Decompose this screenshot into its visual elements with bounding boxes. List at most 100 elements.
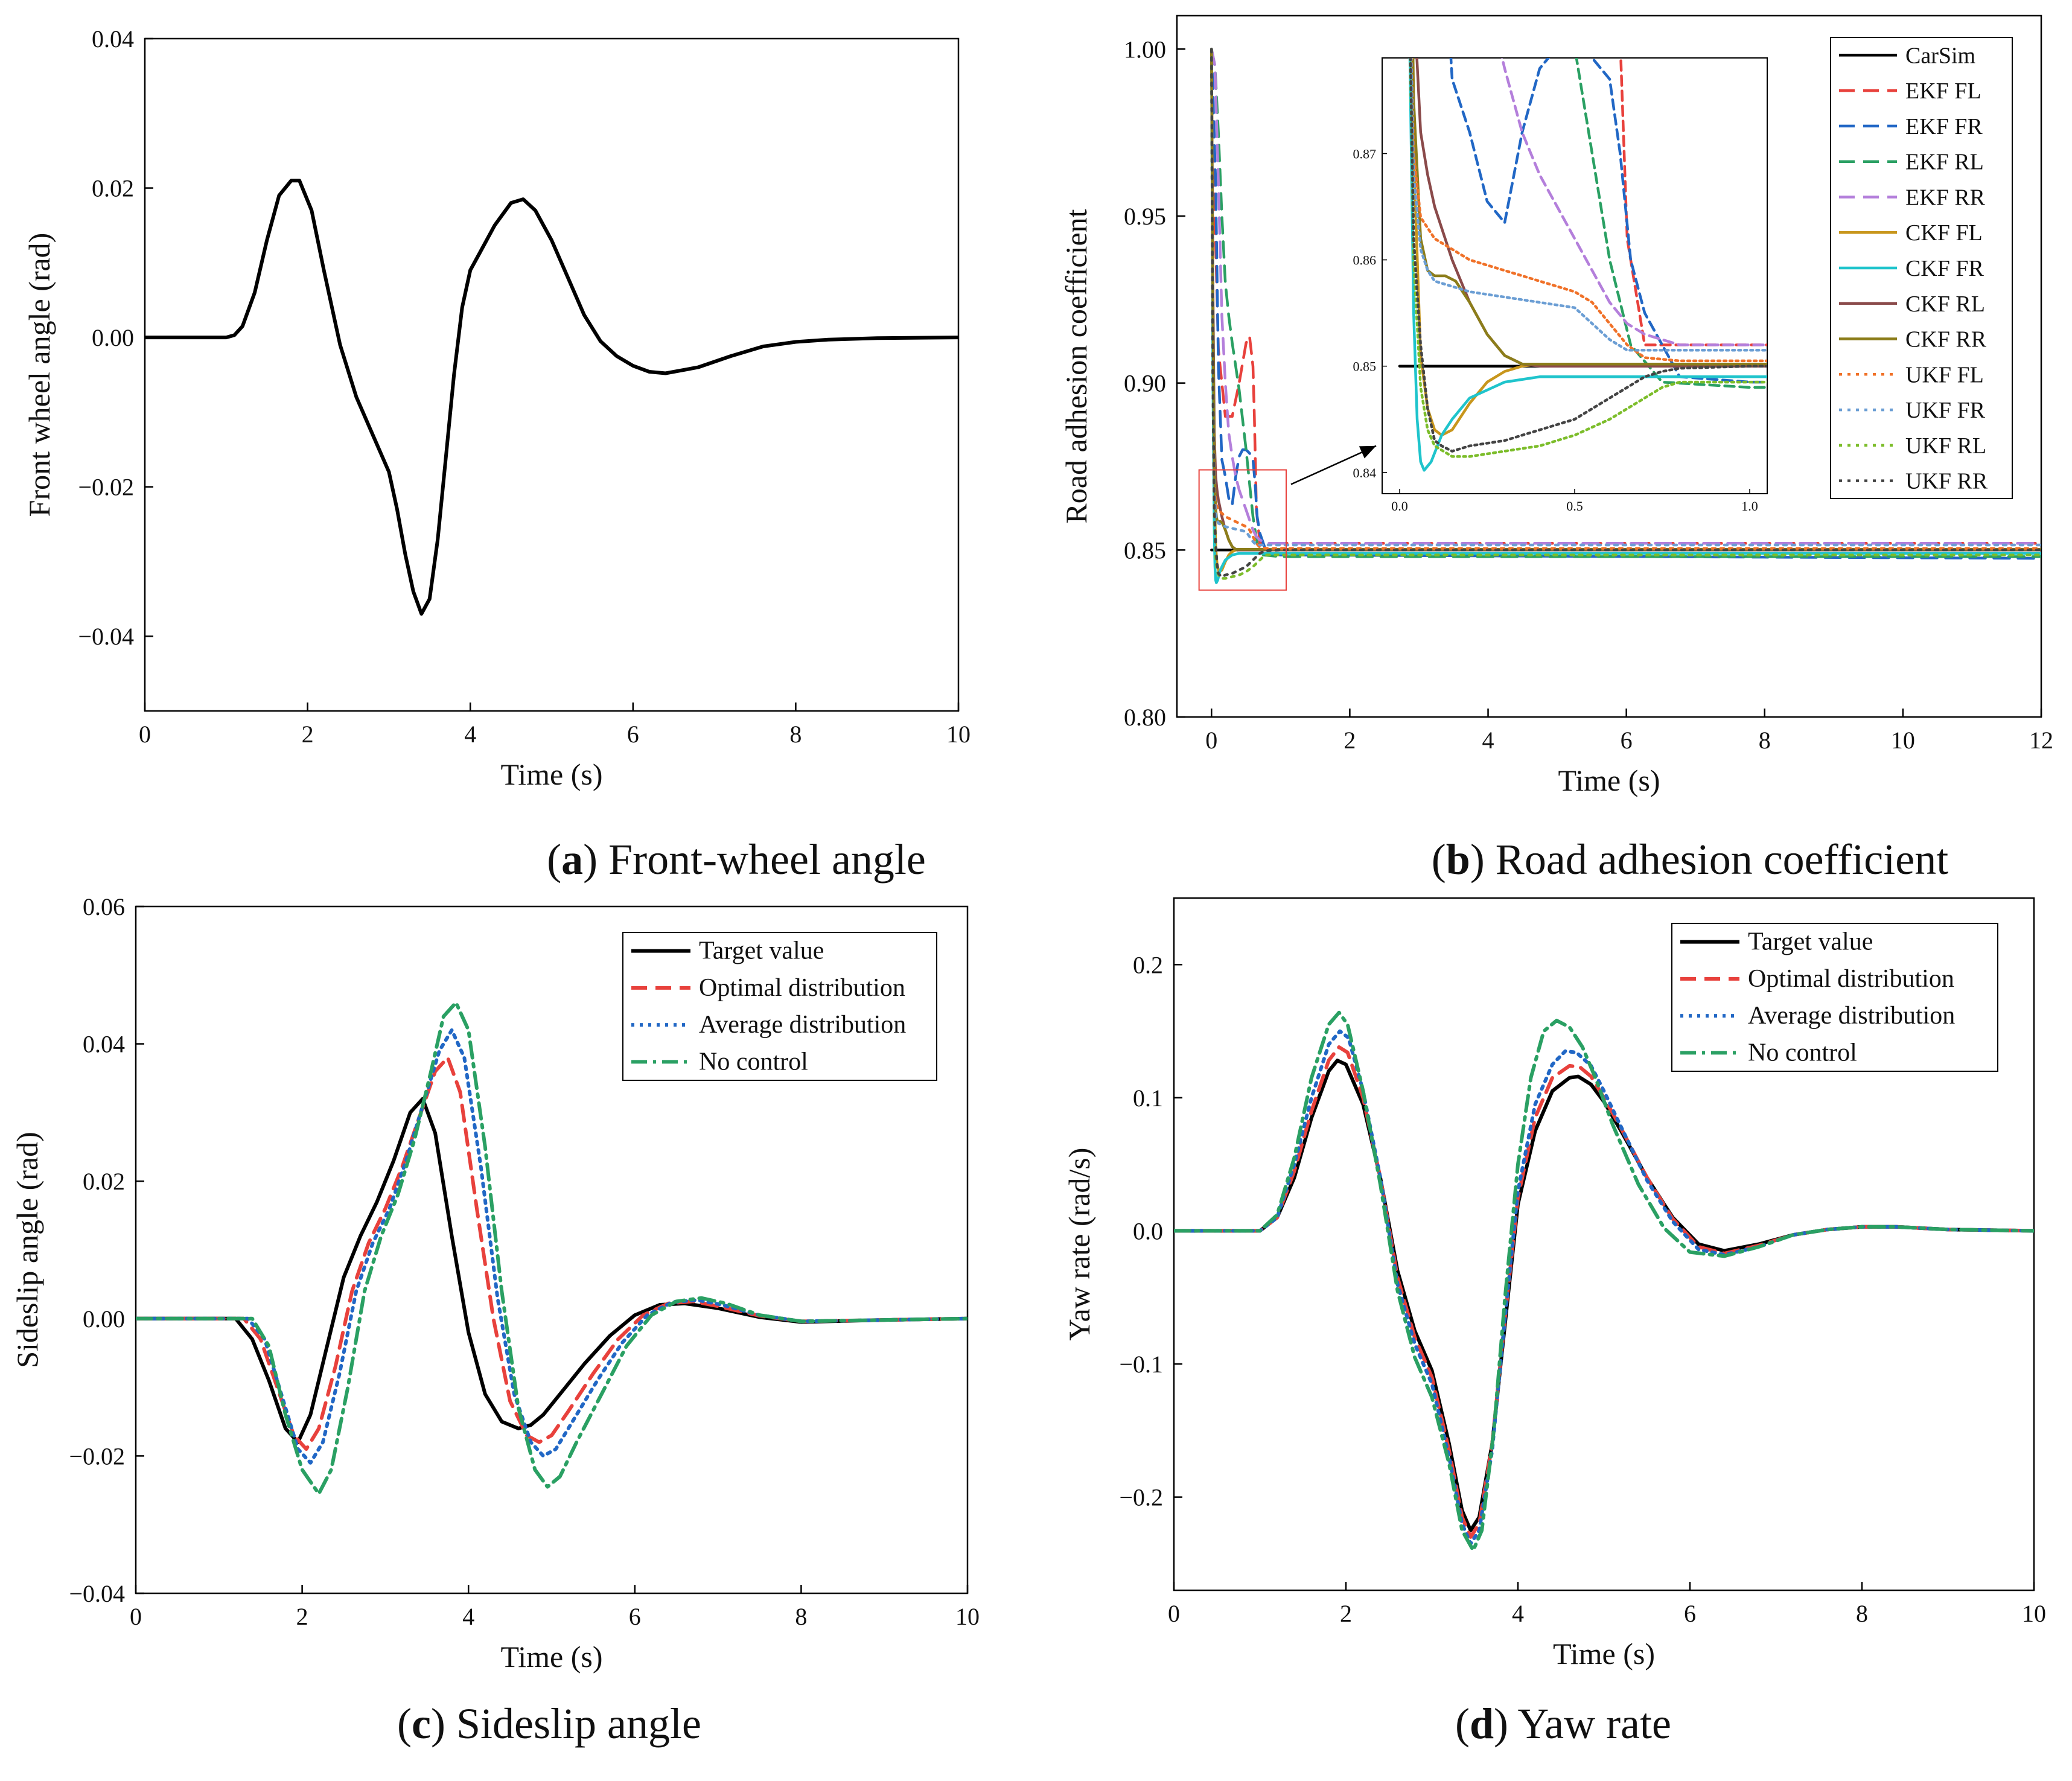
x-tick-label: 2	[296, 1603, 308, 1630]
legend: Target value Optimal distribution Average …	[622, 932, 937, 1081]
legend-entry: UKF RR	[1905, 469, 1988, 494]
legend-entry: Target value	[699, 937, 824, 965]
series-line	[1210, 48, 2041, 545]
series-line	[136, 1001, 967, 1496]
series-line	[145, 179, 958, 616]
x-tick-label: 6	[629, 1603, 641, 1630]
y-tick-label: 0.02	[92, 175, 134, 202]
y-tick-label: 0.0	[1133, 1217, 1163, 1244]
x-tick-label: 8	[789, 721, 802, 748]
x-tick-label: 0	[139, 721, 151, 748]
x-axis-label: Time (s)	[500, 1640, 602, 1674]
panel-caption: (a) Front-wheel angle	[547, 835, 926, 884]
plot-frame	[1173, 897, 2035, 1591]
series-line	[136, 1028, 967, 1465]
y-tick-label: −0.04	[78, 623, 134, 650]
y-axis-label: Front wheel angle (rad)	[22, 233, 56, 517]
x-tick-label: 0	[1205, 727, 1217, 754]
series-line	[1210, 48, 2041, 560]
legend-box	[622, 932, 937, 1081]
panel-caption: (d) Yaw rate	[1455, 1700, 1671, 1748]
legend-box	[1671, 923, 1998, 1072]
legend-entry: CKF FL	[1905, 220, 1983, 246]
x-tick-label: 4	[1512, 1600, 1524, 1627]
inset-series-line	[1409, 58, 1767, 453]
x-tick-label: 6	[1621, 727, 1633, 754]
inset-x-tick-label: 0.5	[1566, 499, 1583, 514]
x-tick-label: 10	[1891, 727, 1915, 754]
x-tick-label: 4	[464, 721, 476, 748]
legend-entry: CarSim	[1905, 43, 1975, 68]
plot-frame	[144, 37, 960, 712]
legend-entry: Average distribution	[699, 1011, 906, 1039]
legend-entry: UKF FL	[1905, 362, 1984, 387]
legend-entry: Average distribution	[1748, 1002, 1955, 1030]
inset-series-line	[1409, 58, 1767, 458]
series-group	[1174, 1010, 2034, 1552]
legend-entry: Optimal distribution	[1748, 965, 1954, 993]
panel-caption: (b) Road adhesion coefficient	[1432, 835, 1948, 884]
y-tick-label: −0.2	[1119, 1484, 1163, 1511]
zoom-arrow-head	[1359, 445, 1376, 459]
inset-series-line	[1449, 58, 1767, 384]
series-group	[136, 1001, 967, 1496]
inset-series-line	[1410, 58, 1767, 363]
x-tick-label: 12	[2029, 727, 2053, 754]
x-axis-label: Time (s)	[500, 757, 602, 791]
y-tick-label: −0.1	[1119, 1351, 1163, 1378]
x-tick-label: 8	[1759, 727, 1771, 754]
x-tick-label: 10	[955, 1603, 980, 1630]
series-line	[136, 1097, 967, 1444]
inset-y-tick-label: 0.85	[1353, 359, 1377, 374]
y-tick-label: 0.90	[1124, 370, 1166, 397]
plot-frame	[135, 905, 969, 1595]
x-axis-label: Time (s)	[1553, 1637, 1655, 1671]
y-tick-label: 0.04	[83, 1031, 125, 1058]
panel-caption: (c) Sideslip angle	[397, 1700, 701, 1748]
x-tick-label: 4	[462, 1603, 474, 1630]
inset-y-tick-label: 0.87	[1353, 146, 1377, 161]
x-tick-label: 0	[1168, 1600, 1180, 1627]
zoom-source-box	[1198, 469, 1287, 591]
y-axis-label: Sideslip angle (rad)	[10, 1132, 44, 1368]
legend-entry: No control	[699, 1048, 808, 1075]
y-tick-label: 0.95	[1124, 203, 1166, 230]
y-tick-label: 0.04	[92, 25, 134, 53]
y-tick-label: 0.1	[1133, 1085, 1163, 1112]
legend: Target value Optimal distribution Average …	[1671, 923, 1998, 1072]
inset-series-line	[1409, 58, 1767, 352]
legend: CarSim EKF FL EKF FR EKF RL EKF RR CKF FL CKF …	[1830, 37, 2013, 499]
inset-series-group	[1398, 58, 1767, 472]
plot-frame	[1176, 14, 2042, 718]
series-line	[1174, 1010, 2034, 1552]
panel-d-yaw-rate: 0 2 4 6 8 10 0.2 0.1 0.0 −0.1 −0.2 Time (s) Yaw rate…	[1062, 897, 2046, 1748]
x-tick-label: 8	[1856, 1600, 1868, 1627]
series-group	[1210, 48, 2041, 584]
inset-series-line	[1408, 58, 1767, 472]
inset-series-line	[1411, 58, 1767, 366]
y-tick-label: 0.2	[1133, 951, 1163, 978]
legend-entry: UKF RL	[1905, 433, 1986, 459]
series-line	[1210, 48, 2041, 558]
y-tick-label: 0.80	[1124, 704, 1166, 731]
series-line	[1210, 48, 2041, 578]
x-tick-label: 4	[1482, 727, 1494, 754]
inset-y-tick-label: 0.84	[1353, 465, 1377, 480]
x-tick-label: 0	[130, 1603, 142, 1630]
legend-entry: EKF FL	[1905, 78, 1981, 104]
x-tick-label: 2	[1344, 727, 1356, 754]
x-tick-label: 10	[946, 721, 971, 748]
y-tick-label: −0.02	[69, 1442, 125, 1470]
y-tick-label: 0.00	[83, 1305, 125, 1333]
y-tick-label: −0.02	[78, 474, 134, 501]
y-axis-label: Road adhesion coefficient	[1059, 209, 1093, 523]
legend-entry: Optimal distribution	[699, 974, 905, 1002]
y-tick-label: 0.00	[92, 324, 134, 351]
panel-c-sideslip-angle: 0 2 4 6 8 10 0.06 0.04 0.02 0.00 −0.02 −0.04 Time (s…	[10, 893, 980, 1748]
inset-x-tick-label: 1.0	[1741, 499, 1758, 514]
series-group	[145, 179, 958, 616]
x-axis-label: Time (s)	[1558, 763, 1660, 797]
inset-y-tick-label: 0.86	[1353, 253, 1377, 268]
x-tick-label: 6	[627, 721, 639, 748]
